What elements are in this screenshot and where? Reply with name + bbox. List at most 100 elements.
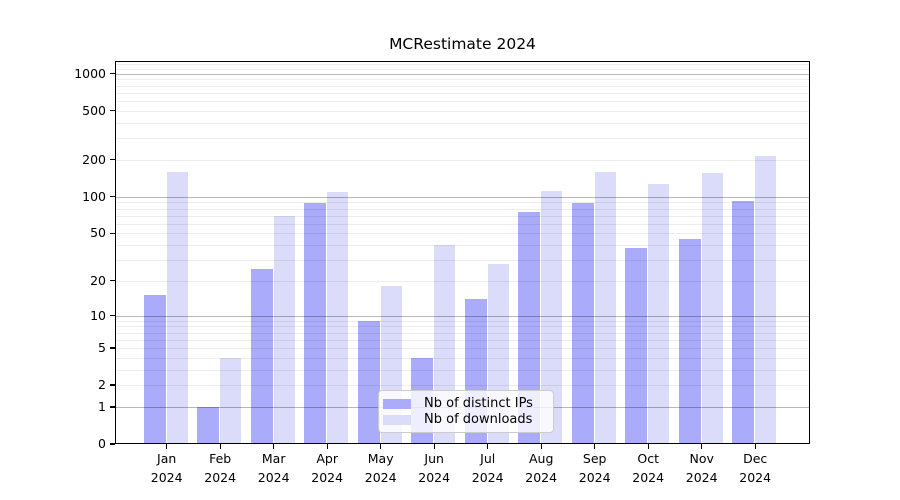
- gridline-minor: [115, 159, 810, 161]
- y-tick-label-500: 500: [82, 102, 106, 118]
- month-label: Jan: [157, 451, 177, 466]
- month-label: Oct: [637, 451, 659, 466]
- bar-downloads-jan: [166, 171, 188, 444]
- gridline-minor: [115, 110, 810, 112]
- gridline-minor: [115, 332, 810, 334]
- x-axis-tick: [219, 444, 221, 449]
- gridline-major: [115, 196, 810, 198]
- gridline-minor: [115, 326, 810, 328]
- year-label: 2024: [578, 470, 611, 485]
- gridline-minor: [115, 260, 810, 261]
- legend-swatch-distinct-ips: [383, 398, 411, 409]
- x-tick-label-feb: Feb 2024: [190, 449, 250, 487]
- y-tick-label-1000: 1000: [74, 65, 106, 81]
- x-tick-label-jul: Jul 2024: [458, 449, 518, 487]
- gridline-minor: [115, 138, 810, 140]
- x-tick-label-jun: Jun 2024: [404, 449, 464, 487]
- y-axis-tick: [110, 314, 115, 317]
- gridline-minor: [115, 122, 810, 124]
- legend-entry-distinct-ips: Nb of distinct IPs: [383, 396, 545, 411]
- x-tick-label-dec: Dec 2024: [725, 449, 785, 487]
- y-tick-label-5: 5: [98, 340, 106, 355]
- y-axis-tick: [110, 280, 115, 282]
- bar-distinct-ips-may: [357, 320, 380, 444]
- bar-downloads-feb: [220, 357, 242, 444]
- y-tick-label-1: 1: [98, 398, 106, 414]
- year-label: 2024: [685, 470, 718, 485]
- gridline-minor: [115, 245, 810, 246]
- y-tick-label-10: 10: [90, 307, 106, 323]
- y-axis-tick: [110, 232, 115, 234]
- x-tick-label-oct: Oct 2024: [618, 449, 678, 487]
- x-axis-tick: [754, 444, 756, 449]
- x-axis-tick: [487, 444, 489, 449]
- gridline-minor: [115, 339, 810, 341]
- year-label: 2024: [525, 470, 558, 485]
- y-tick-label-200: 200: [82, 151, 106, 167]
- month-label: Nov: [689, 451, 714, 466]
- y-tick-label-2: 2: [98, 377, 106, 393]
- legend-swatch-downloads: [383, 414, 411, 425]
- month-label: Aug: [528, 451, 554, 466]
- y-tick-label-50: 50: [90, 225, 106, 241]
- gridline-major: [115, 315, 810, 317]
- y-tick-label-20: 20: [90, 272, 106, 288]
- gridline-minor: [115, 357, 810, 359]
- bar-distinct-ips-sep: [571, 203, 594, 444]
- y-axis-tick: [110, 159, 115, 161]
- bar-distinct-ips-jan: [143, 295, 166, 444]
- x-tick-label-nov: Nov 2024: [672, 449, 732, 487]
- month-label: Sep: [582, 451, 607, 466]
- x-axis-tick: [540, 444, 542, 449]
- x-axis-tick: [594, 444, 596, 449]
- gridline-minor: [115, 348, 810, 349]
- bar-distinct-ips-oct: [625, 247, 648, 444]
- bar-downloads-apr: [327, 192, 349, 444]
- y-axis-tick: [110, 110, 115, 112]
- month-label: Mar: [261, 451, 286, 466]
- year-label: 2024: [418, 470, 451, 485]
- legend-label-distinct-ips: Nb of distinct IPs: [424, 396, 533, 411]
- x-tick-label-jan: Jan 2024: [137, 449, 197, 487]
- gridline-minor: [115, 215, 810, 217]
- bar-distinct-ips-nov: [678, 238, 701, 444]
- month-label: Dec: [743, 451, 768, 466]
- x-axis-tick: [166, 444, 168, 449]
- gridline-minor: [115, 68, 810, 70]
- year-label: 2024: [739, 470, 772, 485]
- month-label: Apr: [316, 451, 338, 466]
- x-axis-tick: [380, 444, 382, 449]
- x-tick-label-mar: Mar 2024: [244, 449, 304, 487]
- x-axis-tick: [701, 444, 703, 449]
- bar-downloads-dec: [755, 155, 777, 444]
- gridline-minor: [115, 385, 810, 387]
- year-label: 2024: [311, 470, 344, 485]
- gridline-minor: [115, 92, 810, 94]
- month-label: Jul: [480, 451, 496, 466]
- month-label: Jun: [424, 451, 444, 466]
- gridline-minor: [115, 223, 810, 225]
- gridline-minor: [115, 85, 810, 87]
- bar-downloads-nov: [701, 173, 723, 444]
- gridline-minor: [115, 64, 810, 65]
- gridline-minor: [115, 79, 810, 81]
- bar-distinct-ips-mar: [250, 269, 273, 444]
- x-tick-label-apr: Apr 2024: [297, 449, 357, 487]
- gridline-minor: [115, 233, 810, 235]
- x-axis-tick: [433, 444, 435, 449]
- y-axis-tick: [110, 196, 115, 198]
- gridline-minor: [115, 208, 810, 210]
- y-axis-tick: [110, 384, 115, 386]
- chart-title: MCRestimate 2024: [389, 35, 536, 53]
- bar-downloads-aug: [541, 190, 563, 444]
- legend-label-downloads: Nb of downloads: [424, 412, 533, 427]
- bar-downloads-mar: [273, 215, 295, 444]
- x-axis-tick: [326, 444, 328, 449]
- year-label: 2024: [204, 470, 237, 485]
- bar-downloads-sep: [594, 171, 616, 444]
- x-axis-tick: [647, 444, 649, 449]
- x-tick-label-may: May 2024: [351, 449, 411, 487]
- gridline-minor: [115, 320, 810, 322]
- y-axis-tick: [110, 406, 115, 408]
- legend: Nb of distinct IPs Nb of downloads: [378, 390, 554, 433]
